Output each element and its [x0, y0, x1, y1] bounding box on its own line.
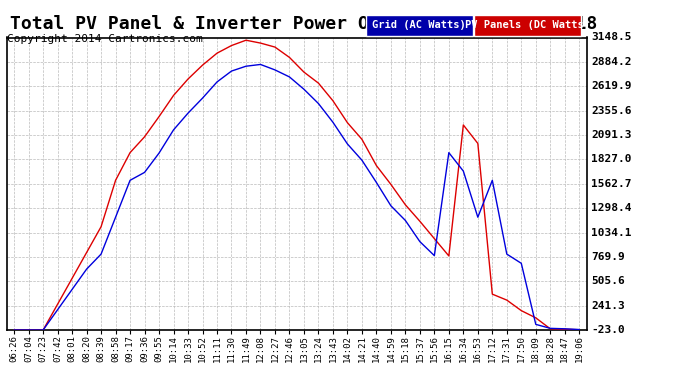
- Text: 2884.2: 2884.2: [591, 57, 632, 67]
- Text: 1298.4: 1298.4: [591, 203, 632, 213]
- Text: 505.6: 505.6: [591, 276, 625, 286]
- Text: -23.0: -23.0: [591, 325, 625, 335]
- Text: 241.3: 241.3: [591, 301, 625, 310]
- Text: PV Panels (DC Watts): PV Panels (DC Watts): [465, 20, 590, 30]
- Text: 769.9: 769.9: [591, 252, 625, 262]
- Text: 1562.7: 1562.7: [591, 179, 632, 189]
- Text: 1827.0: 1827.0: [591, 154, 632, 164]
- Text: 2619.9: 2619.9: [591, 81, 632, 91]
- Text: Total PV Panel & Inverter Power Output Sat Sep 6 19:18: Total PV Panel & Inverter Power Output S…: [10, 15, 598, 33]
- Text: Grid (AC Watts): Grid (AC Watts): [373, 20, 466, 30]
- Text: 2091.3: 2091.3: [591, 130, 632, 140]
- Text: 2355.6: 2355.6: [591, 106, 632, 116]
- Text: Copyright 2014 Cartronics.com: Copyright 2014 Cartronics.com: [7, 34, 203, 44]
- Text: 1034.1: 1034.1: [591, 228, 632, 237]
- Text: 3148.5: 3148.5: [591, 33, 632, 42]
